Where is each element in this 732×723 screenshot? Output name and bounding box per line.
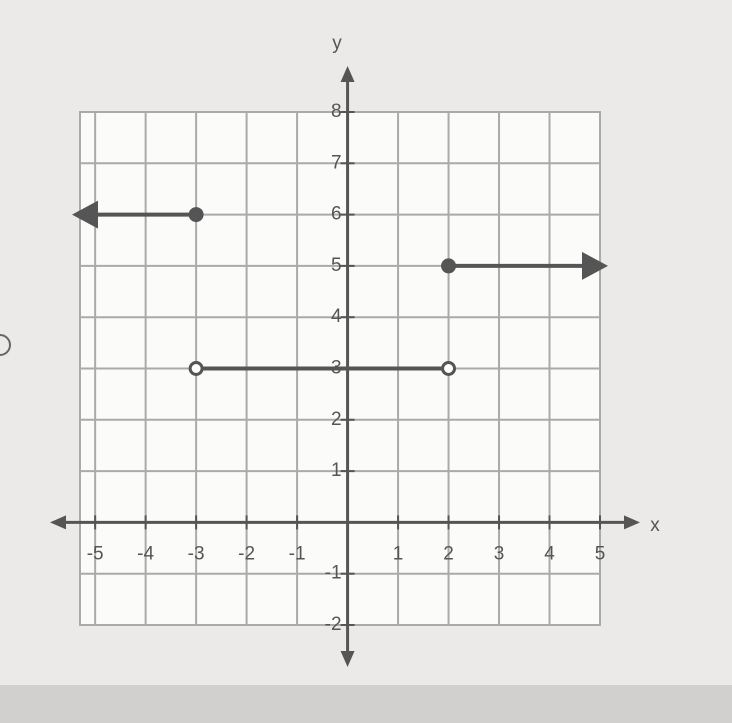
y-tick-label: 6 [331, 204, 342, 225]
x-tick-label: -1 [289, 543, 306, 564]
closed-dot [188, 207, 204, 223]
x-tick-label: 2 [443, 543, 454, 564]
open-dot [188, 361, 204, 376]
y-tick-label: 5 [331, 255, 342, 276]
x-tick-label: -5 [87, 543, 104, 564]
y-tick-label: 7 [331, 152, 342, 173]
x-tick-label: 4 [544, 543, 555, 564]
desk [0, 685, 732, 723]
arrowhead [72, 200, 98, 229]
y-tick-label: 4 [331, 306, 342, 327]
x-axis-label: x [650, 515, 660, 536]
y-tick-label: 1 [331, 460, 342, 481]
y-tick-label: 2 [331, 409, 342, 430]
x-tick-label: -2 [238, 543, 255, 564]
open-dot [441, 361, 457, 376]
y-tick-label: -2 [325, 614, 342, 635]
x-tick-label: 3 [494, 543, 505, 564]
radio-button[interactable] [0, 334, 11, 356]
y-tick-label: 8 [331, 101, 342, 122]
x-tick-label: 1 [393, 543, 404, 564]
x-tick-label: -3 [188, 543, 205, 564]
x-tick-label: 5 [595, 543, 606, 564]
closed-dot [441, 258, 457, 274]
x-tick-label: -4 [137, 543, 154, 564]
y-tick-label: -1 [325, 563, 342, 584]
arrowhead [582, 251, 608, 280]
y-axis-label: y [332, 33, 342, 54]
